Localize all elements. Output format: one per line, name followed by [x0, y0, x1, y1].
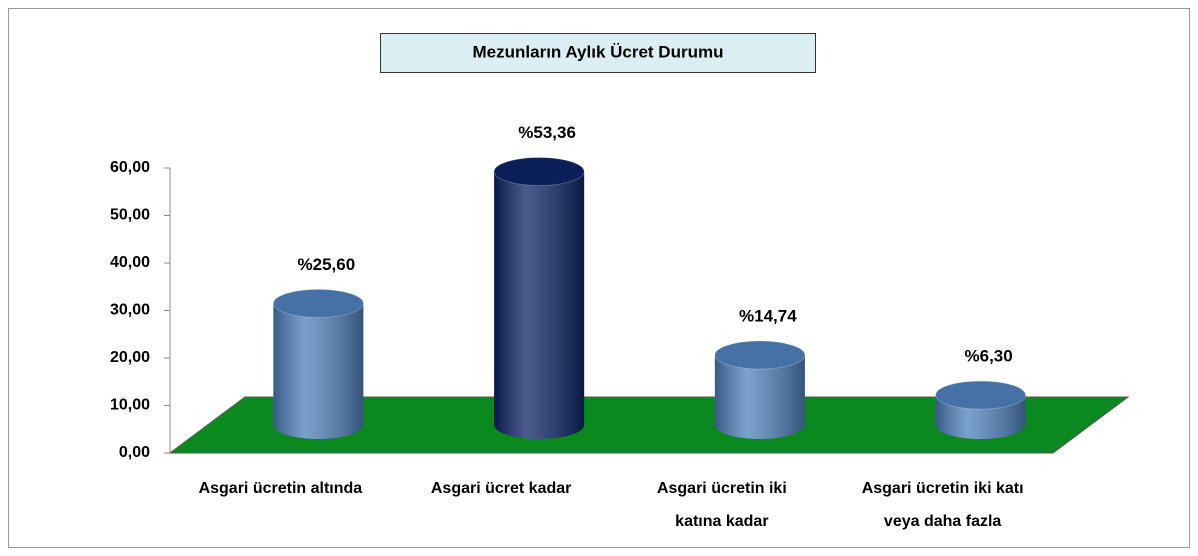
bar-top-shade [714, 340, 805, 369]
bar-shade [273, 303, 364, 439]
chart-title: Mezunların Aylık Ücret Durumu [473, 42, 724, 61]
y-tick-label: 20,00 [110, 349, 150, 366]
y-tick-label: 60,00 [110, 159, 150, 176]
y-tick-label: 0,00 [119, 444, 150, 461]
bar-shade [494, 171, 585, 440]
bar-shade [714, 354, 805, 439]
y-tick-label: 30,00 [110, 302, 150, 319]
chart-border [8, 8, 1190, 548]
x-tick-label: Asgari ücretin iki katına kadar [656, 480, 787, 530]
bar-top [272, 288, 364, 318]
x-tick-label: Asgari ücret kadar [430, 480, 572, 497]
bar-top-shade [494, 157, 585, 186]
bar-top [493, 157, 585, 187]
value-label: %53,36 [518, 123, 576, 142]
bar-top [714, 340, 806, 370]
y-tick-label: 50,00 [110, 207, 150, 224]
title-box [380, 33, 816, 73]
value-label: %25,60 [298, 255, 356, 274]
floor [168, 396, 1130, 454]
y-tick-label: 40,00 [110, 254, 150, 271]
bar-top-shade [273, 289, 364, 318]
bar-top-shade [935, 381, 1026, 410]
x-tick-label: Asgari ücretin altında [198, 480, 363, 497]
value-label: %6,30 [965, 347, 1013, 366]
value-label: %14,74 [739, 306, 797, 325]
bar-top [935, 380, 1027, 410]
x-tick-label: Asgari ücretin iki katı veya daha fazla [861, 480, 1024, 530]
y-tick-label: 10,00 [110, 397, 150, 414]
